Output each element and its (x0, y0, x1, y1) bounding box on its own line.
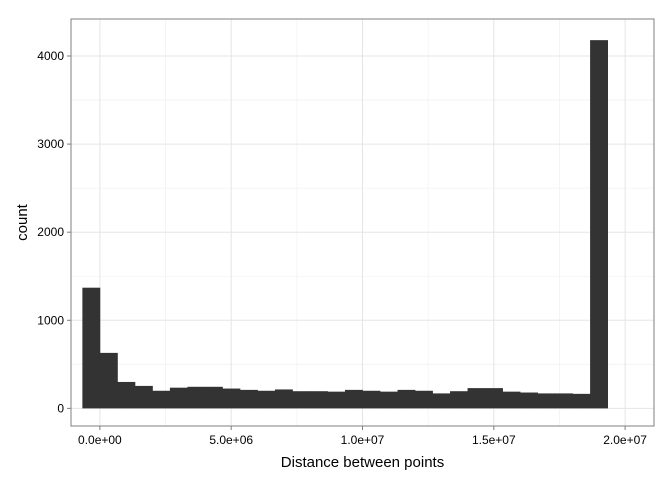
histogram-bar (520, 392, 538, 409)
histogram-bar (537, 393, 556, 409)
histogram-bar (327, 391, 346, 409)
histogram-bar (415, 390, 433, 409)
x-axis-title: Distance between points (281, 454, 444, 471)
histogram-bar (204, 386, 223, 409)
x-tick-label: 1.0e+07 (341, 433, 385, 447)
x-tick-label: 2.0e+07 (603, 433, 647, 447)
y-axis-title: count (14, 203, 31, 241)
histogram-bar (432, 393, 451, 409)
x-axis-ticks: 0.0e+00 5.0e+06 1.0e+07 1.5e+07 2.0e+07 (78, 426, 647, 447)
histogram-bar (257, 390, 276, 409)
y-tick-label: 0 (57, 401, 64, 415)
histogram-bar (99, 352, 118, 409)
histogram-bar (82, 287, 101, 409)
histogram-bar (187, 386, 206, 409)
y-tick-label: 3000 (37, 137, 64, 151)
histogram-bar (590, 40, 609, 409)
histogram-bar (502, 391, 521, 409)
histogram-bars (82, 40, 609, 409)
histogram-bar (555, 393, 573, 409)
histogram-bar (152, 390, 171, 409)
histogram-bar (467, 388, 486, 409)
x-tick-label: 0.0e+00 (78, 433, 122, 447)
major-gridlines (71, 19, 654, 426)
histogram-bar (117, 381, 136, 409)
y-tick-label: 1000 (37, 313, 64, 327)
histogram-bar (169, 387, 188, 409)
y-axis-ticks: 0 1000 2000 3000 4000 (37, 49, 71, 415)
histogram-bar (380, 391, 398, 409)
histogram-bar (134, 385, 153, 409)
y-tick-label: 2000 (37, 225, 64, 239)
histogram-bar (572, 393, 591, 409)
histogram-bar (292, 391, 311, 409)
histogram-bar (397, 389, 416, 409)
histogram-bar (362, 390, 381, 409)
histogram-bar (485, 388, 503, 409)
histogram-bar (222, 388, 241, 409)
y-tick-label: 4000 (37, 49, 64, 63)
histogram-bar (309, 391, 328, 409)
histogram-bar (450, 391, 468, 409)
histogram-bar (239, 389, 258, 409)
histogram-bar (344, 389, 363, 409)
histogram-bar (274, 389, 293, 409)
x-tick-label: 1.5e+07 (472, 433, 516, 447)
x-tick-label: 5.0e+06 (209, 433, 253, 447)
